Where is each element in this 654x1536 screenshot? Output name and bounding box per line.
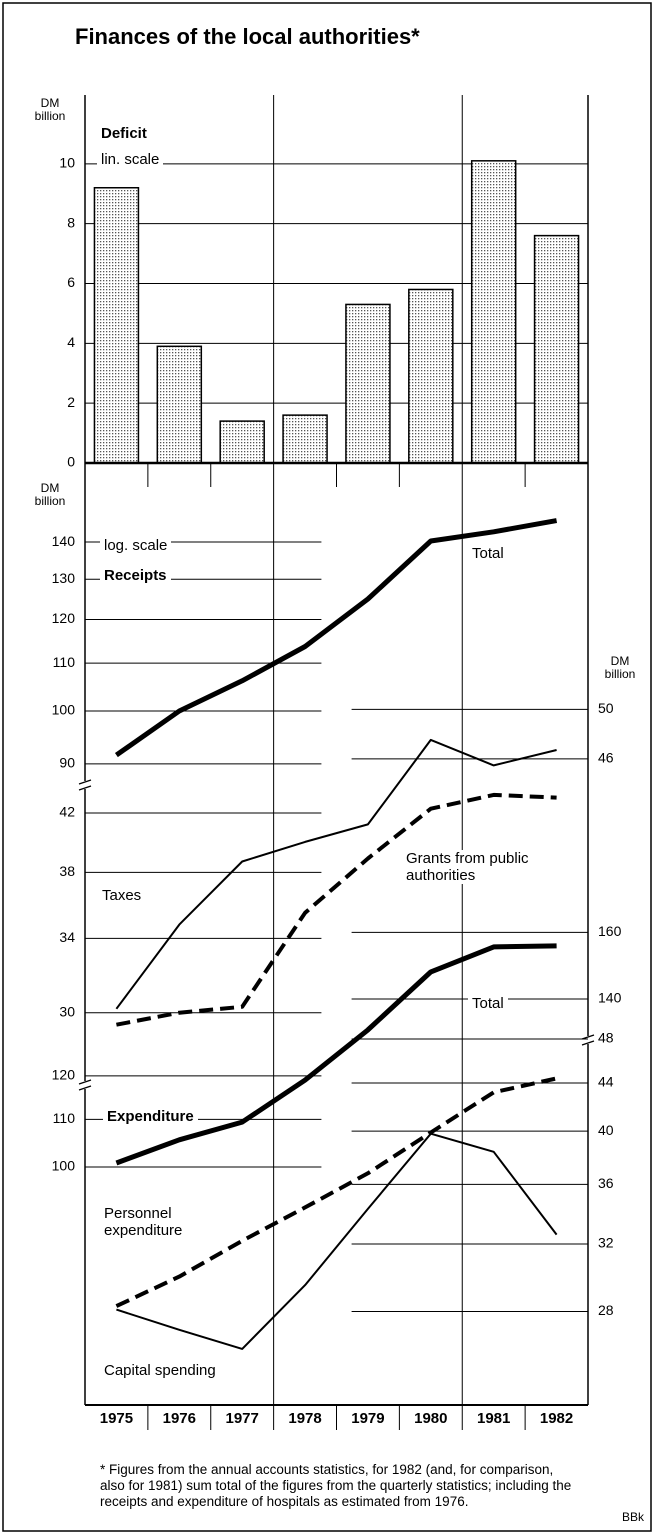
series-label: Total	[468, 995, 508, 1012]
y2-tick-label: 40	[598, 1122, 614, 1138]
chart-title: Finances of the local authorities*	[75, 24, 420, 49]
axis-break	[581, 1034, 595, 1040]
bar	[408, 288, 454, 464]
x-tick-label: 1976	[163, 1410, 196, 1427]
axis-break	[78, 1079, 92, 1085]
y2-tick-label: 140	[598, 990, 622, 1006]
y-tick-label: 42	[59, 804, 75, 820]
axis-break	[581, 1040, 595, 1046]
series-label: Capital spending	[100, 1362, 220, 1379]
series-line	[116, 792, 557, 1027]
y-tick-label: 8	[67, 214, 75, 230]
y-tick-label: 110	[53, 1110, 76, 1126]
series-line	[115, 738, 557, 1010]
x-tick-label: 1981	[477, 1410, 510, 1427]
series-label: Personnel expenditure	[100, 1205, 243, 1239]
source: BBk	[622, 1510, 645, 1524]
axis-break	[79, 1081, 91, 1089]
panel-subtitle: log. scale	[100, 537, 172, 554]
y2-axis-label: DM billion	[604, 654, 636, 681]
y-tick-label: 130	[52, 570, 76, 586]
y2-tick-label: 44	[598, 1074, 614, 1090]
y2-tick-label: 160	[598, 923, 622, 939]
y-tick-label: 110	[53, 654, 76, 670]
y-tick-label: 120	[52, 610, 76, 626]
series-line	[114, 518, 558, 758]
y-tick-label: 6	[67, 274, 75, 290]
bar	[345, 303, 391, 464]
axis-break	[78, 1085, 92, 1091]
axis-break	[582, 1036, 594, 1044]
y2-tick-label: 32	[598, 1235, 614, 1251]
y-tick-label: 4	[67, 334, 75, 350]
y2-tick-label: 36	[598, 1175, 614, 1191]
y-tick-label: 30	[59, 1003, 75, 1019]
x-tick-label: 1975	[100, 1410, 133, 1427]
x-tick-label: 1977	[226, 1410, 259, 1427]
y-tick-label: 38	[59, 863, 75, 879]
axis-break	[78, 785, 92, 791]
footnote: * Figures from the annual accounts stati…	[100, 1462, 572, 1509]
y-tick-label: 2	[67, 394, 75, 410]
y-axis-label: DM billion	[34, 96, 66, 123]
series-line	[116, 1132, 558, 1350]
y2-tick-label: 28	[598, 1302, 614, 1318]
series-label: Total	[468, 545, 508, 562]
y-tick-label: 90	[59, 755, 75, 771]
y-tick-label: 34	[59, 929, 75, 945]
bar	[470, 160, 517, 464]
y2-tick-label: 46	[598, 750, 614, 766]
x-tick-label: 1978	[288, 1410, 321, 1427]
y-axis-label: DM billion	[34, 481, 66, 508]
y2-tick-label: 50	[598, 700, 614, 716]
y-tick-label: 100	[52, 702, 76, 718]
y2-tick-label: 48	[598, 1030, 614, 1046]
series-label: Grants from public authorities	[402, 850, 580, 884]
axis-break	[78, 779, 92, 785]
series-line	[115, 943, 557, 1166]
y-tick-label: 120	[52, 1067, 76, 1083]
y-tick-label: 140	[52, 533, 76, 549]
bar	[282, 414, 328, 464]
y-tick-label: 0	[67, 454, 75, 470]
bar	[93, 186, 140, 464]
panel-title: Expenditure	[103, 1108, 198, 1125]
y-tick-label: 10	[59, 155, 75, 171]
x-tick-label: 1982	[540, 1410, 573, 1427]
series-label: Taxes	[98, 887, 146, 904]
y-tick-label: 100	[52, 1158, 76, 1174]
bar	[156, 345, 203, 464]
bar	[219, 420, 265, 464]
x-tick-label: 1979	[351, 1410, 384, 1427]
bar	[533, 234, 580, 464]
panel-title: Receipts	[100, 567, 171, 584]
panel-title: Deficit	[97, 125, 151, 142]
x-tick-label: 1980	[414, 1410, 447, 1427]
series-line	[115, 1076, 558, 1308]
panel-subtitle: lin. scale	[97, 151, 164, 168]
axis-break	[79, 781, 91, 789]
